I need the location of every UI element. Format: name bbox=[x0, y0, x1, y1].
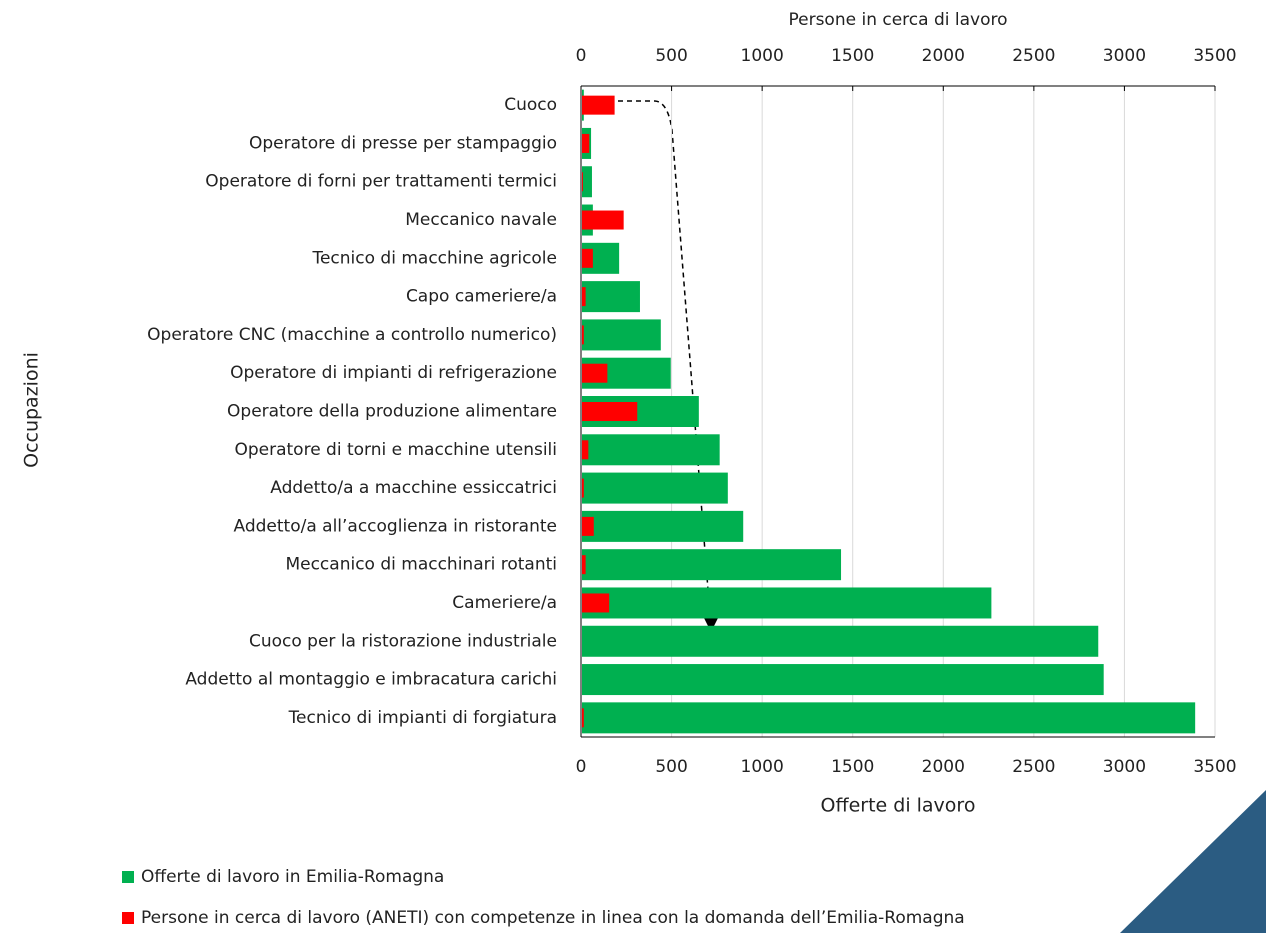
y-tick-label: Cuoco per la ristorazione industriale bbox=[249, 631, 557, 651]
legend-swatch bbox=[122, 912, 134, 924]
x2-tick-label: 1500 bbox=[831, 46, 874, 66]
y-tick-label: Cameriere/a bbox=[452, 593, 557, 613]
bar bbox=[582, 248, 593, 268]
y-tick-label: Addetto al montaggio e imbracatura caric… bbox=[185, 670, 557, 690]
bar bbox=[582, 319, 661, 351]
bar bbox=[582, 325, 584, 345]
bar bbox=[582, 440, 589, 460]
x-axis-label: Offerte di lavoro bbox=[821, 795, 976, 817]
y-tick-label: Addetto/a a macchine essiccatrici bbox=[270, 478, 557, 498]
bar bbox=[582, 708, 584, 728]
y-tick-label: Tecnico di impianti di forgiatura bbox=[288, 708, 557, 728]
x2-tick-label: 2500 bbox=[1012, 46, 1055, 66]
bar bbox=[582, 664, 1104, 696]
x2-tick-label: 3500 bbox=[1193, 46, 1236, 66]
x-tick-label: 3000 bbox=[1103, 757, 1146, 777]
bar bbox=[582, 625, 1099, 657]
x2-tick-label: 0 bbox=[576, 46, 587, 66]
legend-label: Persone in cerca di lavoro (ANETI) con c… bbox=[141, 908, 965, 928]
legend-label: Offerte di lavoro in Emilia-Romagna bbox=[141, 867, 444, 887]
bar bbox=[582, 434, 720, 466]
x2-tick-label: 3000 bbox=[1103, 46, 1146, 66]
x-tick-label: 1500 bbox=[831, 757, 874, 777]
legend-swatch bbox=[122, 871, 134, 883]
y-tick-label: Tecnico di macchine agricole bbox=[311, 248, 557, 268]
bar bbox=[582, 133, 590, 153]
bar bbox=[582, 587, 992, 619]
y-axis-label: Occupazioni bbox=[21, 352, 43, 468]
bar bbox=[582, 210, 624, 230]
bar bbox=[582, 478, 584, 498]
y-tick-label: Operatore di presse per stampaggio bbox=[249, 133, 557, 153]
x-tick-label: 2000 bbox=[922, 757, 965, 777]
y-tick-label: Cuoco bbox=[504, 95, 557, 115]
x-tick-label: 3500 bbox=[1193, 757, 1236, 777]
bar bbox=[582, 510, 744, 542]
x-tick-label: 1000 bbox=[741, 757, 784, 777]
y-tick-label: Operatore CNC (macchine a controllo nume… bbox=[147, 325, 557, 345]
bar bbox=[582, 549, 842, 581]
bar bbox=[582, 363, 608, 383]
bar bbox=[582, 593, 610, 613]
y-tick-label: Addetto/a all’accoglienza in ristorante bbox=[234, 516, 558, 536]
bar bbox=[582, 281, 640, 313]
bar bbox=[582, 166, 592, 198]
bar bbox=[582, 555, 586, 575]
x2-tick-label: 2000 bbox=[922, 46, 965, 66]
bar bbox=[582, 402, 638, 421]
x2-tick-label: 1000 bbox=[741, 46, 784, 66]
x2-axis-label: Persone in cerca di lavoro bbox=[788, 10, 1007, 30]
bar bbox=[582, 472, 728, 504]
y-tick-label: Capo cameriere/a bbox=[406, 287, 557, 307]
bar bbox=[582, 95, 615, 115]
arrow-head bbox=[704, 618, 718, 632]
y-tick-label: Operatore della produzione alimentare bbox=[227, 402, 557, 422]
y-tick-label: Operatore di forni per trattamenti termi… bbox=[205, 172, 557, 192]
x2-tick-label: 500 bbox=[655, 46, 687, 66]
x-tick-label: 2500 bbox=[1012, 757, 1055, 777]
y-tick-label: Meccanico di macchinari rotanti bbox=[285, 555, 557, 575]
bar bbox=[582, 702, 1196, 734]
y-tick-label: Meccanico navale bbox=[405, 210, 557, 230]
bar bbox=[582, 516, 594, 536]
y-tick-label: Operatore di impianti di refrigerazione bbox=[230, 363, 557, 383]
x-tick-label: 0 bbox=[576, 757, 587, 777]
bar bbox=[582, 172, 583, 192]
x-tick-label: 500 bbox=[655, 757, 687, 777]
bar bbox=[582, 287, 586, 307]
decoration bbox=[1120, 790, 1266, 933]
y-tick-label: Operatore di torni e macchine utensili bbox=[234, 440, 557, 460]
